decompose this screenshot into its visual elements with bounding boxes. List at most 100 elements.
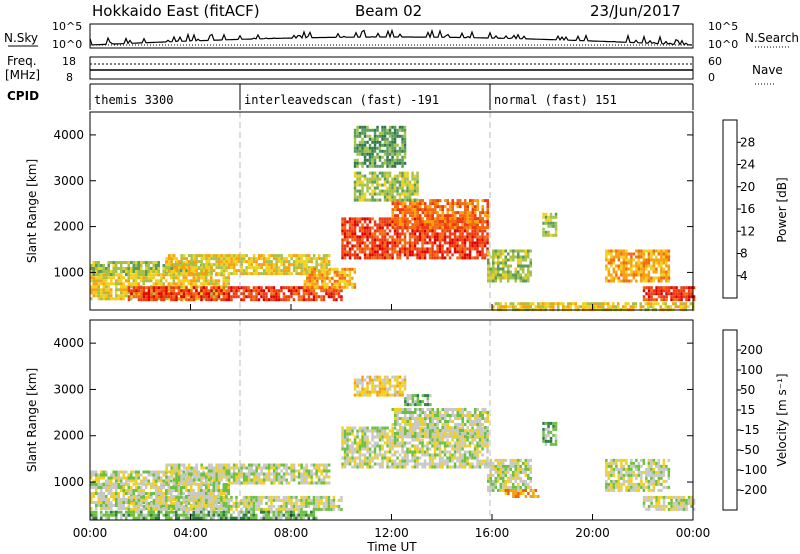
power-cell-13	[602, 305, 605, 309]
power-cell-3	[192, 266, 196, 270]
power-cell-5	[371, 247, 374, 251]
velocity-cell-2	[137, 501, 141, 505]
velocity-cell-3	[292, 463, 296, 467]
power-cell-12	[662, 295, 666, 299]
power-cell-1	[120, 267, 123, 270]
power-cell-11	[645, 279, 648, 283]
velocity-cell-3	[250, 481, 253, 485]
power-cell-2	[192, 292, 196, 296]
power-cell-8	[368, 143, 372, 147]
power-cell-6	[449, 217, 452, 221]
power-cell-13	[657, 302, 660, 306]
velocity-cell-4	[366, 447, 369, 451]
velocity-cell-3	[210, 472, 213, 476]
velocity-cell-3	[275, 478, 278, 482]
power-cell-5	[401, 250, 404, 254]
velocity-cell-2	[215, 498, 218, 502]
power-cell-6	[391, 208, 394, 212]
power-cell-11	[652, 264, 656, 268]
velocity-cell-3	[270, 463, 273, 467]
velocity-cell-3	[255, 472, 258, 476]
power-cell-0	[125, 288, 128, 292]
velocity-cell-4	[358, 438, 362, 442]
velocity-cell-2	[337, 504, 341, 508]
power-cell-2	[235, 295, 238, 299]
power-cell-13	[649, 302, 652, 306]
power-cell-3	[170, 272, 173, 276]
velocity-cell-0	[122, 504, 125, 507]
velocity-cell-2	[132, 498, 136, 502]
power-cell-8	[366, 128, 369, 132]
power-cell-0	[197, 285, 200, 289]
power-cell-8	[388, 128, 392, 132]
velocity-cell-2	[275, 498, 278, 502]
power-cell-11	[620, 264, 623, 268]
power-cell-0	[110, 297, 113, 301]
power-cell-2	[180, 298, 183, 302]
power-cell-13	[639, 305, 642, 309]
power-cell-0	[102, 285, 105, 289]
power-cell-1	[145, 273, 148, 276]
power-cell-1	[95, 267, 98, 270]
velocity-cell-0	[107, 501, 110, 504]
power-cell-13	[679, 305, 682, 309]
velocity-cell-4	[361, 435, 364, 439]
velocity-cell-4	[346, 435, 349, 439]
power-cell-7	[416, 192, 419, 196]
velocity-cell-2	[325, 507, 328, 511]
velocity-cell-2	[230, 507, 233, 511]
power-cell-9	[504, 264, 507, 268]
power-cell-3	[305, 269, 308, 273]
power-cell-2	[170, 295, 173, 299]
power-cell-3	[210, 266, 213, 270]
velocity-cell-2	[285, 495, 288, 499]
power-cell-4	[348, 270, 352, 274]
power-cell-11	[650, 264, 653, 268]
velocity-cell-2	[152, 507, 156, 511]
power-cell-6	[486, 226, 489, 230]
power-cell-7	[411, 171, 414, 175]
power-cell-0	[125, 294, 128, 298]
power-cell-3	[207, 260, 211, 264]
power-cell-5	[386, 217, 389, 221]
power-cell-11	[660, 276, 663, 280]
power-cell-8	[356, 161, 359, 165]
power-cell-5	[341, 226, 344, 230]
velocity-cell-0	[107, 504, 110, 507]
power-cell-6	[421, 226, 424, 230]
velocity-cell-4	[366, 429, 369, 433]
power-cell-5	[421, 256, 424, 260]
velocity-cell-3	[225, 466, 228, 470]
velocity-cell-3	[262, 475, 266, 479]
power-cell-6	[439, 205, 442, 209]
power-cell-1	[137, 270, 140, 273]
power-cell-6	[434, 202, 437, 206]
velocity-cell-2	[210, 498, 213, 502]
velocity-cell-3	[185, 478, 188, 482]
power-cell-6	[444, 199, 447, 203]
power-cell-0	[97, 279, 100, 283]
power-cell-7	[368, 186, 372, 190]
power-cell-5	[406, 250, 409, 254]
power-cell-3	[297, 254, 301, 258]
power-cell-2	[257, 292, 261, 296]
velocity-cell-4	[361, 462, 364, 466]
power-cell-6	[399, 220, 402, 224]
velocity-cell-4	[341, 465, 344, 469]
power-cell-7	[356, 177, 359, 181]
power-cell-6	[464, 202, 467, 206]
power-cell-8	[393, 134, 397, 138]
power-cell-0	[115, 294, 118, 298]
power-cell-8	[386, 149, 389, 153]
power-cell-6	[406, 211, 409, 215]
power-cell-8	[373, 155, 377, 159]
velocity-cell-0	[100, 501, 103, 504]
power-cell-8	[376, 128, 379, 132]
power-cell-5	[423, 235, 427, 239]
power-cell-12	[682, 289, 686, 293]
velocity-cell-2	[280, 507, 283, 511]
velocity-cell-4	[361, 441, 364, 445]
velocity-cell-3	[247, 478, 251, 482]
power-cell-6	[469, 202, 472, 206]
velocity-cell-3	[242, 472, 246, 476]
